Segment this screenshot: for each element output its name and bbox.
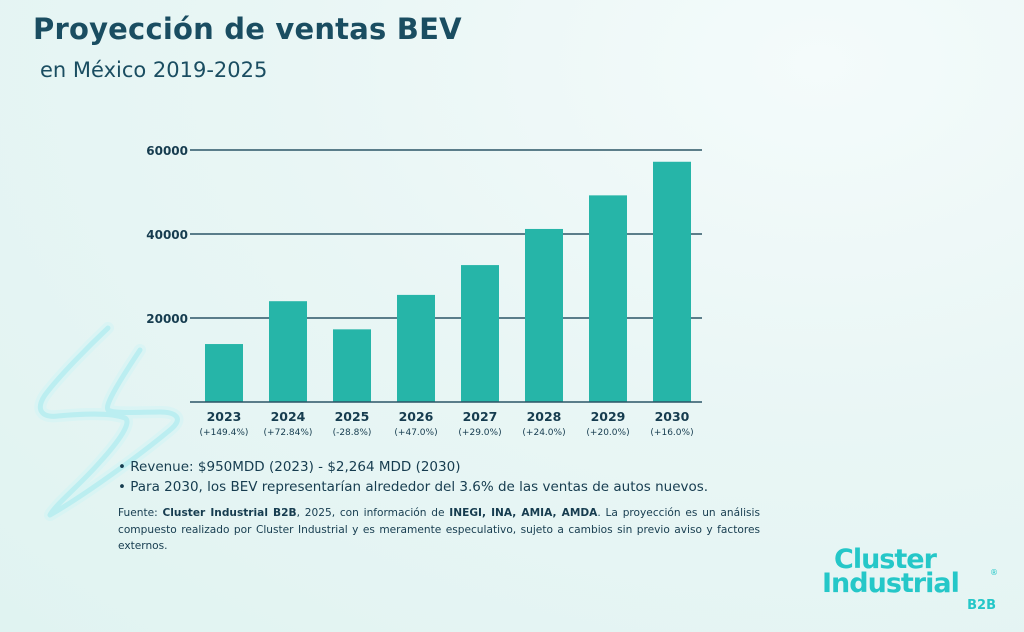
y-tick-label: 60000 [146, 144, 188, 158]
y-tick-label: 20000 [146, 312, 188, 326]
x-tick-label: 2025 [335, 409, 370, 424]
x-tick-sublabel: (+24.0%) [522, 428, 565, 438]
source-note: Fuente: Cluster Industrial B2B, 2025, co… [118, 505, 760, 555]
x-tick-label: 2026 [399, 409, 434, 424]
logo-line1: Cluster [834, 544, 937, 575]
page-subtitle: en México 2019-2025 [40, 58, 268, 82]
y-tick-label: 40000 [146, 228, 188, 242]
bar [653, 161, 691, 402]
source-rest: . La proyección es un análisis compuesto… [118, 507, 760, 552]
x-tick-sublabel: (+20.0%) [586, 428, 629, 438]
x-tick-sublabel: (+29.0%) [458, 428, 501, 438]
bar [205, 344, 243, 402]
x-tick-sublabel: (+16.0%) [650, 428, 693, 438]
logo-line2: Industrial [822, 568, 960, 599]
bar [397, 294, 435, 402]
x-tick-label: 2027 [463, 409, 498, 424]
source-list: INEGI, INA, AMIA, AMDA [449, 507, 598, 519]
source-org: Cluster Industrial B2B [162, 507, 297, 519]
x-tick-label: 2023 [207, 409, 242, 424]
x-tick-sublabel: (+72.84%) [264, 428, 313, 438]
x-tick-label: 2028 [527, 409, 562, 424]
x-tick-sublabel: (+149.4%) [200, 428, 249, 438]
page-title: Proyección de ventas BEV [33, 12, 462, 46]
bar [461, 265, 499, 402]
bar [269, 301, 307, 402]
x-tick-label: 2029 [591, 409, 626, 424]
x-tick-sublabel: (+47.0%) [394, 428, 437, 438]
logo-registered-mark: ® [990, 568, 998, 577]
logo-b2b: B2B [967, 598, 996, 613]
bar [333, 329, 371, 402]
source-mid: , 2025, con información de [296, 507, 450, 519]
bar [525, 228, 563, 402]
notes: • Revenue: $950MDD (2023) - $2,264 MDD (… [118, 457, 778, 497]
x-tick-label: 2024 [271, 409, 306, 424]
source-prefix: Fuente: [118, 507, 163, 519]
x-tick-sublabel: (-28.8%) [333, 428, 372, 438]
note-share: • Para 2030, los BEV representarían alre… [118, 479, 709, 495]
cluster-industrial-logo: Cluster Industrial ® B2B [822, 546, 998, 616]
bar [589, 195, 627, 402]
x-tick-label: 2030 [655, 409, 690, 424]
note-revenue: • Revenue: $950MDD (2023) - $2,264 MDD (… [118, 459, 461, 475]
